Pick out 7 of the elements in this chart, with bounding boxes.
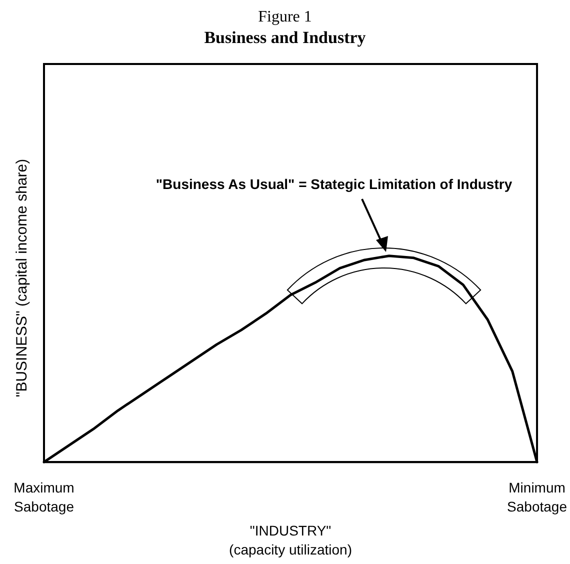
y-axis-title: "BUSINESS" (capital income share) (14, 158, 30, 398)
chart-subtitle: Business and Industry (204, 28, 366, 47)
chart-title: Figure 1 (258, 8, 312, 26)
x-tick-label: Maximum Sabotage (14, 480, 74, 515)
x-axis-title: "INDUSTRY" (capacity utilization) (229, 522, 352, 558)
text: "Business As Usual" = Stategic Limitation of Industry (156, 176, 512, 192)
x-tick-label: Minimum Sabotage (507, 480, 568, 515)
